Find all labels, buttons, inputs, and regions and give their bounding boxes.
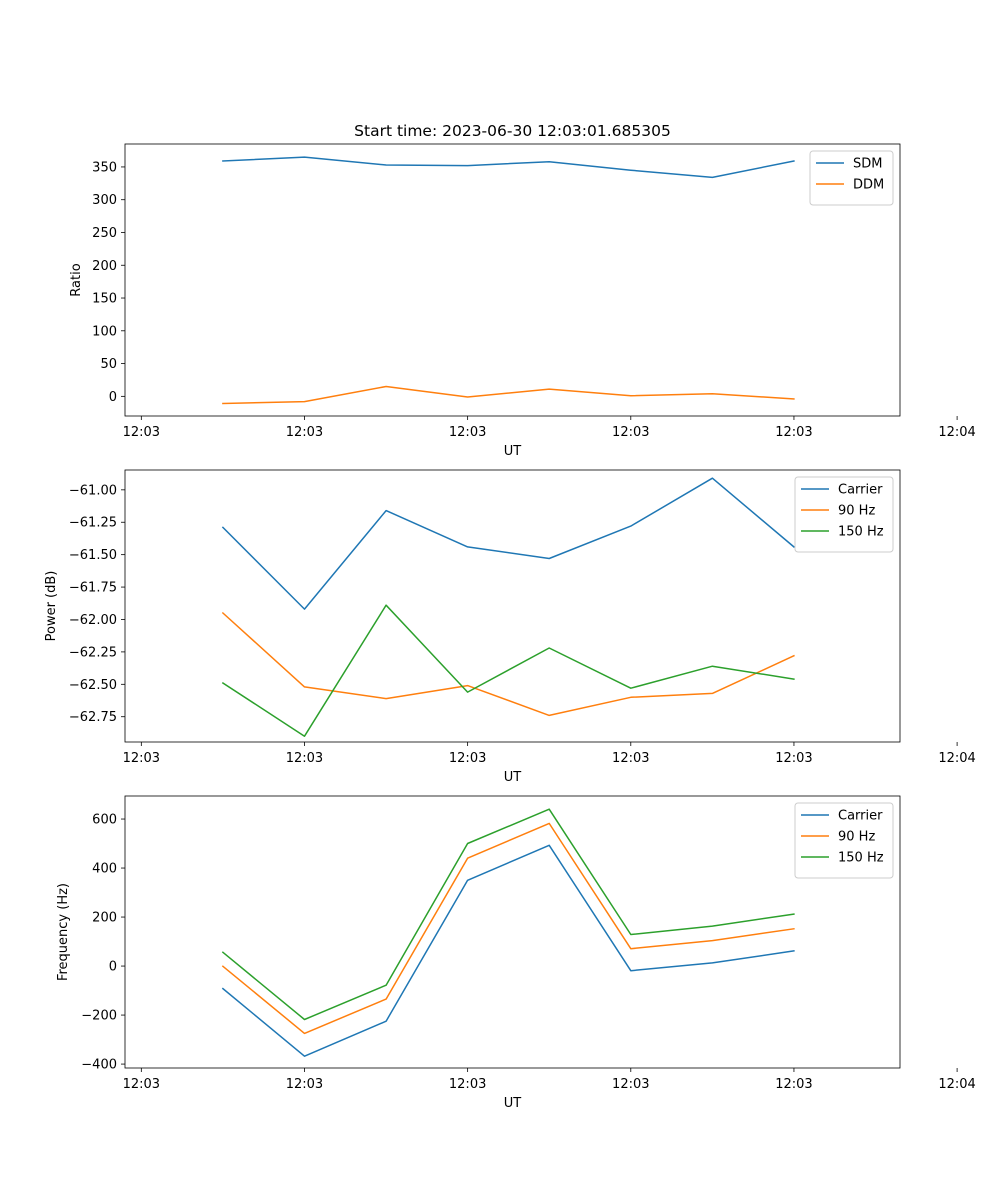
y-tick-label: −62.50 xyxy=(69,678,117,693)
legend-label: Carrier xyxy=(838,809,883,824)
x-axis-label: UT xyxy=(504,1096,522,1111)
y-tick-label: −61.75 xyxy=(69,581,117,596)
x-tick-label: 12:03 xyxy=(612,1077,649,1092)
series-line-150-hz xyxy=(221,808,795,1021)
legend-label: SDM xyxy=(853,157,882,172)
y-tick-label: 0 xyxy=(109,390,117,405)
series-line-carrier xyxy=(221,477,795,610)
legend-label: 90 Hz xyxy=(838,830,875,845)
y-axis-label: Frequency (Hz) xyxy=(56,883,71,981)
x-tick-label: 12:03 xyxy=(123,751,160,766)
x-tick-label: 12:03 xyxy=(612,751,649,766)
legend-box xyxy=(809,150,894,206)
series-line-sdm xyxy=(222,156,795,179)
x-tick-label: 12:03 xyxy=(449,1077,486,1092)
axes-frame xyxy=(124,143,901,417)
x-tick-label: 12:03 xyxy=(123,425,160,440)
x-tick-label: 12:03 xyxy=(775,425,812,440)
legend: Carrier 90 Hz 150 Hz xyxy=(794,802,894,879)
x-tick-label: 12:03 xyxy=(286,1077,323,1092)
chart-panel-3: 12:03 12:03 12:03 12:03 12:03 12:04 −400 −200 0 2… xyxy=(56,795,976,1111)
chart-panel-1: 12:03 12:03 12:03 12:03 12:03 12:04 0 50 100 150 2… xyxy=(69,122,976,459)
x-tick-label: 12:03 xyxy=(449,751,486,766)
legend-label: 150 Hz xyxy=(838,525,884,540)
legend-label: DDM xyxy=(853,178,884,193)
x-tick-label: 12:04 xyxy=(938,1077,975,1092)
y-tick-label: −62.25 xyxy=(69,645,117,660)
legend: Carrier 90 Hz 150 Hz xyxy=(794,476,894,553)
y-tick-label: 600 xyxy=(92,813,117,828)
y-tick-label: 350 xyxy=(92,160,117,175)
y-tick-label: 200 xyxy=(92,259,117,274)
y-axis-label: Ratio xyxy=(69,263,84,296)
legend: SDM DDM xyxy=(809,150,894,206)
x-tick-label: 12:03 xyxy=(775,751,812,766)
legend-label: 90 Hz xyxy=(838,504,875,519)
y-axis-label: Power (dB) xyxy=(44,571,59,642)
axes-frame xyxy=(124,795,901,1069)
x-tick-label: 12:03 xyxy=(775,1077,812,1092)
x-axis-label: UT xyxy=(504,444,522,459)
y-tick-label: 300 xyxy=(92,193,117,208)
x-tick-label: 12:03 xyxy=(286,425,323,440)
y-tick-label: −62.00 xyxy=(69,613,117,628)
legend-box xyxy=(794,802,894,879)
series-line-carrier xyxy=(221,844,795,1057)
chart-title: Start time: 2023-06-30 12:03:01.685305 xyxy=(354,122,671,140)
x-axis-label: UT xyxy=(504,770,522,785)
x-tick-label: 12:03 xyxy=(449,425,486,440)
x-tick-label: 12:03 xyxy=(286,751,323,766)
y-tick-label: −62.75 xyxy=(69,710,117,725)
axes-frame xyxy=(124,469,901,743)
chart-panel-2: 12:03 12:03 12:03 12:03 12:03 12:04 −62.75 −62.… xyxy=(44,469,976,785)
y-tick-label: 50 xyxy=(100,357,117,372)
y-tick-label: −61.00 xyxy=(69,483,117,498)
y-tick-label: −400 xyxy=(81,1058,117,1073)
legend-label: 150 Hz xyxy=(838,851,884,866)
series-line-90-hz xyxy=(221,611,795,717)
y-tick-label: −200 xyxy=(81,1009,117,1024)
series-line-150-hz xyxy=(221,604,795,737)
y-tick-label: −61.50 xyxy=(69,548,117,563)
y-tick-label: 250 xyxy=(92,226,117,241)
y-tick-label: −61.25 xyxy=(69,516,117,531)
legend-label: Carrier xyxy=(838,483,883,498)
series-line-90-hz xyxy=(221,822,795,1035)
series-line-ddm xyxy=(222,385,795,405)
y-tick-label: 0 xyxy=(109,960,117,975)
y-tick-label: 100 xyxy=(92,324,117,339)
y-tick-label: 400 xyxy=(92,862,117,877)
y-tick-label: 150 xyxy=(92,292,117,307)
x-tick-label: 12:03 xyxy=(123,1077,160,1092)
x-tick-label: 12:03 xyxy=(612,425,649,440)
y-tick-label: 200 xyxy=(92,911,117,926)
x-tick-label: 12:04 xyxy=(938,425,975,440)
legend-box xyxy=(794,476,894,553)
x-tick-label: 12:04 xyxy=(938,751,975,766)
